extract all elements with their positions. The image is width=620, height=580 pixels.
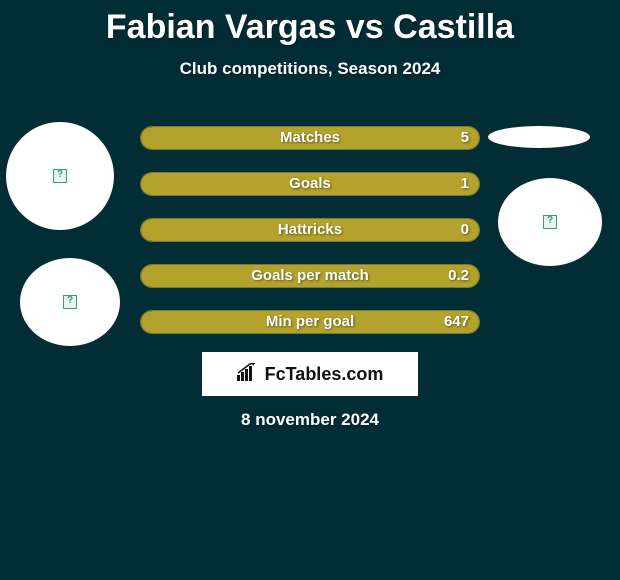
stat-row: Goals1 (140, 172, 480, 196)
stat-row: Matches5 (140, 126, 480, 150)
stat-label: Hattricks (141, 221, 479, 238)
stat-value: 0.2 (448, 267, 469, 284)
broken-image-icon (543, 215, 557, 229)
avatar-circle (6, 122, 114, 230)
stat-row: Hattricks0 (140, 218, 480, 242)
stats-container: Matches5Goals1Hattricks0Goals per match0… (140, 126, 480, 356)
broken-image-icon (53, 169, 67, 183)
stat-value: 0 (461, 221, 469, 238)
stat-row: Goals per match0.2 (140, 264, 480, 288)
brand-text: FcTables.com (265, 364, 384, 385)
page-date: 8 november 2024 (0, 410, 620, 430)
stat-value: 1 (461, 175, 469, 192)
stat-value: 647 (444, 313, 469, 330)
avatar-ellipse (488, 126, 590, 148)
avatar-circle (498, 178, 602, 266)
stat-label: Min per goal (141, 313, 479, 330)
stat-label: Goals per match (141, 267, 479, 284)
stat-label: Goals (141, 175, 479, 192)
page-subtitle: Club competitions, Season 2024 (0, 59, 620, 79)
stat-row: Min per goal647 (140, 310, 480, 334)
brand-badge: FcTables.com (202, 352, 418, 396)
broken-image-icon (63, 295, 77, 309)
avatar-circle (20, 258, 120, 346)
stat-label: Matches (141, 129, 479, 146)
stat-value: 5 (461, 129, 469, 146)
page-title: Fabian Vargas vs Castilla (0, 0, 620, 47)
brand-chart-icon (237, 363, 259, 386)
